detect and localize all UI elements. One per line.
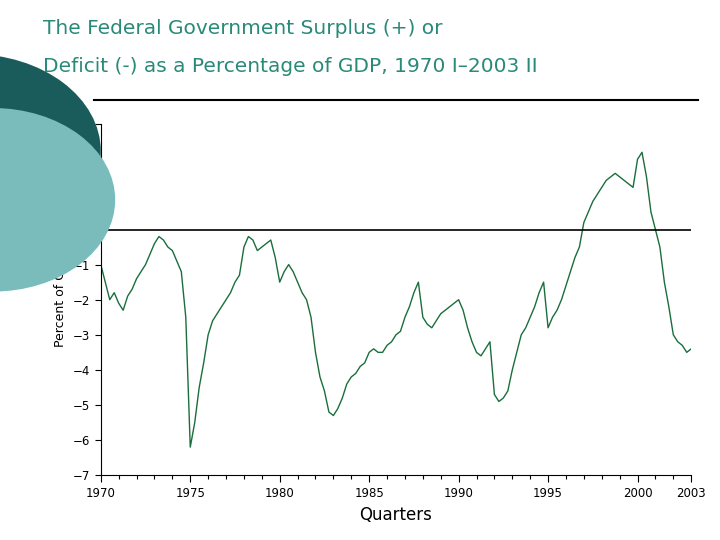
X-axis label: Quarters: Quarters [359, 505, 433, 524]
Text: Deficit (-) as a Percentage of GDP, 1970 I–2003 II: Deficit (-) as a Percentage of GDP, 1970… [43, 57, 538, 76]
Text: The Federal Government Surplus (+) or: The Federal Government Surplus (+) or [43, 19, 443, 38]
Y-axis label: Percent of GDP: Percent of GDP [55, 253, 68, 347]
